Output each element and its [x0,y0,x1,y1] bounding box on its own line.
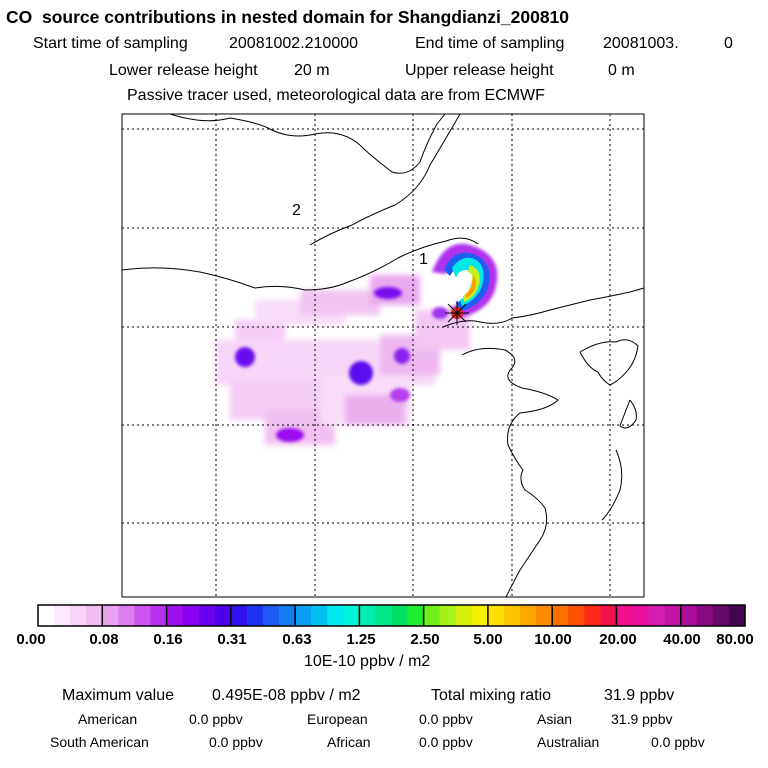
max-value-label: Maximum value [62,687,175,704]
region-name-asian: Asian [537,711,573,727]
end-time-suffix: 0 [724,35,733,52]
colorbar-frame [37,604,746,627]
colorbar-tick-7: 5.00 [473,631,503,648]
total-mixing-value: 31.9 ppbv [604,687,675,704]
colorbar-swatch [712,605,730,626]
colorbar-tick-8: 10.00 [534,631,572,648]
domain-label-2: 2 [292,202,301,219]
tracer-note: Passive tracer used, meteorological data… [127,87,545,104]
page-title: CO source contributions in nested domain… [6,7,570,27]
region-name-american: American [78,711,138,727]
colorbar-unit: 10E-10 ppbv / m2 [304,653,431,670]
colorbar-swatch [600,605,618,626]
colorbar-swatch [166,605,184,626]
region-name-african: African [327,734,371,750]
region-value-african: 0.0 ppbv [419,734,473,750]
colorbar-swatch [423,605,441,626]
start-time-value: 20081002.210000 [229,35,359,52]
colorbar-swatch [38,605,55,626]
region-name-european: European [307,711,368,727]
colorbar-swatch [279,605,296,626]
colorbar-swatch [391,605,409,626]
colorbar-tick-3: 0.31 [217,631,247,648]
end-time-label: End time of sampling [415,35,565,52]
colorbar-tick-6: 2.50 [410,631,440,648]
colorbar-tick-2: 0.16 [153,631,183,648]
coastlines [122,114,644,597]
start-time-label: Start time of sampling [33,35,188,52]
colorbar-swatch [70,605,87,626]
colorbar-tick-11: 80.00 [716,631,754,648]
colorbar-swatch [134,605,152,626]
colorbar-swatch [246,605,264,626]
upper-release-value: 0 m [608,62,635,79]
max-value: 0.495E-08 ppbv / m2 [212,687,361,704]
colorbar-swatch [696,605,714,626]
colorbar-swatch [632,605,650,626]
colorbar-swatch [214,605,232,626]
colorbar-swatch [471,605,489,626]
colorbar-swatch [295,605,312,626]
colorbar-swatch [664,605,682,626]
plume-peak [432,243,498,318]
domain-label-1: 1 [419,251,428,268]
colorbar-swatch [102,605,119,626]
colorbar-dividers [101,605,682,626]
colorbar-swatch [536,605,553,626]
colorbar [38,605,746,626]
colorbar-swatch [520,605,537,626]
region-name-south-american: South American [50,734,149,750]
map-frame [121,113,645,598]
colorbar-swatch [311,605,328,626]
region-name-australian: Australian [537,734,600,750]
colorbar-swatch [503,605,521,626]
colorbar-swatch [375,605,393,626]
upper-release-label: Upper release height [405,62,554,79]
colorbar-swatch [359,605,377,626]
region-value-european: 0.0 ppbv [419,711,473,727]
plume-hotspots [235,287,448,442]
colorbar-swatch [343,605,360,626]
colorbar-swatch [439,605,457,626]
region-value-south-american: 0.0 ppbv [209,734,263,750]
colorbar-swatch [86,605,103,626]
colorbar-swatch [182,605,200,626]
region-value-asian: 31.9 ppbv [611,711,673,727]
colorbar-swatch [230,605,248,626]
receptor-star-icon [445,301,469,325]
colorbar-swatch [327,605,344,626]
colorbar-swatch [552,605,569,626]
colorbar-swatch [584,605,601,626]
colorbar-swatch [616,605,634,626]
colorbar-swatch [455,605,473,626]
colorbar-swatch [728,605,746,626]
total-mixing-label: Total mixing ratio [431,687,552,704]
colorbar-tick-9: 20.00 [599,631,637,648]
end-time-value: 20081003. [603,35,679,52]
colorbar-swatch [680,605,698,626]
region-value-australian: 0.0 ppbv [651,734,705,750]
colorbar-tick-10: 40.00 [663,631,701,648]
colorbar-swatch [262,605,280,626]
lat-lon-grid [122,114,644,597]
colorbar-swatch [118,605,136,626]
colorbar-swatch [568,605,585,626]
colorbar-tick-1: 0.08 [89,631,119,648]
colorbar-swatch [407,605,425,626]
colorbar-swatch [150,605,168,626]
colorbar-swatch [198,605,216,626]
colorbar-swatch [648,605,666,626]
lower-release-value: 20 m [294,62,330,79]
lower-release-label: Lower release height [109,62,258,79]
region-value-american: 0.0 ppbv [189,711,243,727]
colorbar-tick-0: 0.00 [16,631,46,648]
colorbar-swatch [54,605,71,626]
colorbar-swatch [487,605,505,626]
colorbar-tick-4: 0.63 [282,631,312,648]
colorbar-tick-5: 1.25 [346,631,376,648]
